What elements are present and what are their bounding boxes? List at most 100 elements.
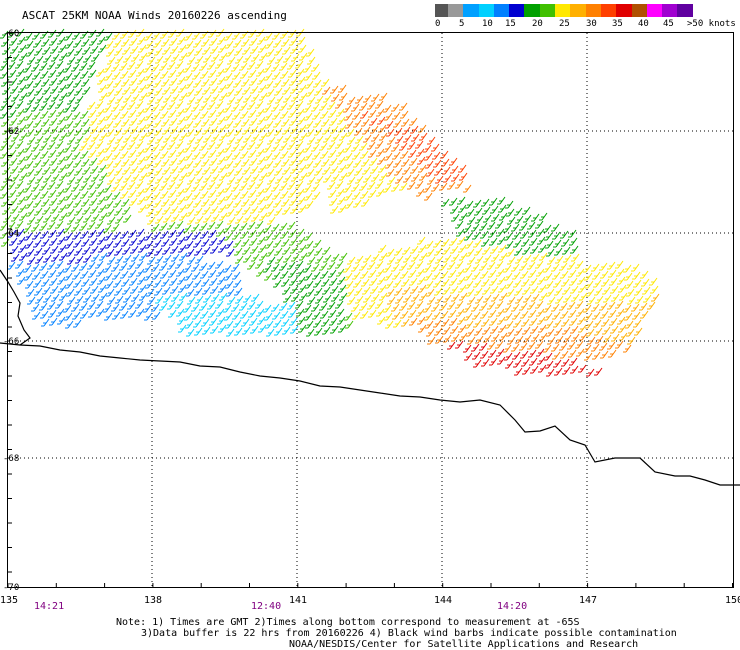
wind-barb [370,125,379,134]
wind-barb [352,151,361,160]
legend-swatch [509,4,525,17]
wind-barb [491,293,500,302]
wind-barb [322,246,331,255]
wind-barb [39,142,48,151]
wind-barb [562,366,571,375]
wind-barb [48,29,57,38]
wind-barb [298,124,307,133]
wind-barb [47,141,56,150]
wind-barb [271,143,280,152]
wind-barb [297,196,306,205]
latitude-label: -60 [3,29,19,39]
wind-barb [242,86,251,95]
wind-barb [287,221,296,230]
wind-barb [423,304,432,313]
wind-barb [136,108,145,117]
wind-barb [248,109,257,118]
wind-barb [480,350,489,359]
wind-barb [265,160,274,169]
wind-barb [575,340,584,349]
wind-barb [177,236,186,245]
wind-barb [442,166,451,175]
wind-barb [119,262,128,271]
wind-barb [170,205,179,214]
wind-barb [495,220,504,229]
wind-barb [410,125,419,134]
wind-barb [65,80,74,89]
wind-barb [362,126,371,135]
wind-barb [256,268,265,277]
wind-barb [243,174,252,183]
wind-barb [279,142,288,151]
wind-barb [402,246,411,255]
wind-barb [535,300,544,309]
wind-barb [67,256,76,265]
wind-barb [24,32,33,41]
wind-barb [575,300,584,309]
wind-barb [179,52,188,61]
wind-barb [360,110,369,119]
wind-barb [281,78,290,87]
wind-barb [231,103,240,112]
wind-barb [208,189,217,198]
wind-barb [215,260,224,269]
wind-barb [161,118,170,127]
wind-barb [233,239,242,248]
wind-barb [528,349,537,358]
wind-barb [248,149,257,158]
legend-swatch [662,4,678,17]
legend-swatch [631,4,647,17]
wind-barb [522,286,531,295]
wind-barb [265,240,274,249]
wind-barb [506,328,515,337]
wind-barb [81,278,90,287]
wind-barb [378,124,387,133]
wind-barb [576,348,585,357]
wind-barb [258,324,267,333]
wind-barb [11,133,20,142]
wind-barb [543,304,552,313]
wind-barb [43,94,52,103]
wind-barb [50,205,59,214]
wind-barb [90,205,99,214]
wind-barb [458,324,467,333]
wind-barb [450,205,459,214]
axis-ticks [7,32,733,587]
wind-barb [330,125,339,134]
wind-barb [311,103,320,112]
wind-barb [323,174,332,183]
wind-barb [232,151,241,160]
wind-barb [283,254,292,263]
wind-barb [345,320,354,329]
wind-barb [497,276,506,285]
wind-barb [105,240,114,249]
wind-barb [255,180,264,189]
wind-barb [347,96,356,105]
wind-barb [306,288,315,297]
wind-barb [427,336,436,345]
wind-barb [328,269,337,278]
wind-barb [625,280,634,289]
wind-barb [449,157,458,166]
wind-barb [322,126,331,135]
wind-barb [202,206,211,215]
wind-barb [586,328,595,337]
wind-barb [186,248,195,257]
wind-barb [467,336,476,345]
wind-barb [232,31,241,40]
wind-barb [159,102,168,111]
wind-barb [279,262,288,271]
wind-barb [321,78,330,87]
wind-barb [337,316,346,325]
wind-barb [640,270,649,279]
wind-barb [186,48,195,57]
wind-barb [423,264,432,273]
wind-barb [170,45,179,54]
wind-barb [320,110,329,119]
wind-barb [520,270,529,279]
wind-barb [465,280,474,289]
wind-barb [241,158,250,167]
wind-barb [233,39,242,48]
wind-barb [88,189,97,198]
wind-barb [463,224,472,233]
